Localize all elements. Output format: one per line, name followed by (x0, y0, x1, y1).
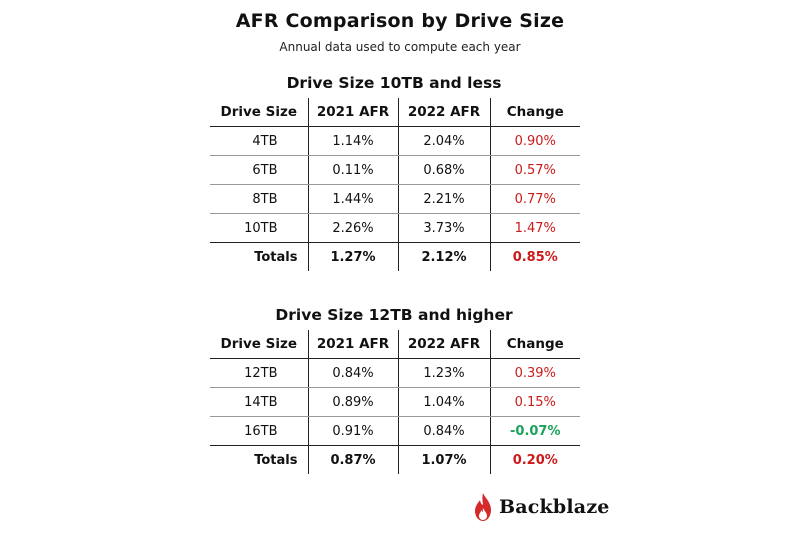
totals-row: Totals 1.27% 2.12% 0.85% (210, 242, 580, 271)
table-2-title: Drive Size 12TB and higher (275, 306, 513, 324)
afr-2022-cell: 3.73% (397, 213, 490, 243)
drive-size-cell: 14TB (210, 387, 308, 417)
column-header-2022-afr: 2022 AFR (397, 330, 490, 359)
table-row: 10TB 2.26% 3.73% 1.47% (210, 213, 580, 243)
afr-2021-cell: 1.44% (307, 184, 398, 214)
backblaze-logo: Backblaze (472, 492, 610, 522)
totals-afr-2021: 0.87% (307, 445, 398, 474)
afr-2021-cell: 2.26% (307, 213, 398, 243)
drive-size-cell: 10TB (244, 220, 278, 236)
change-cell: 0.90% (489, 126, 580, 156)
afr-2022-cell: 1.04% (397, 387, 490, 417)
afr-2021-cell: 0.91% (307, 416, 398, 446)
change-cell: 0.39% (489, 358, 580, 388)
totals-row: Totals 0.87% 1.07% 0.20% (210, 445, 580, 474)
page-subtitle: Annual data used to compute each year (279, 40, 521, 54)
afr-table-small-drives: Drive Size 2021 AFR 2022 AFR Change 4TB … (210, 98, 580, 271)
table-row: 4TB 1.14% 2.04% 0.90% (210, 126, 580, 156)
brand-name: Backblaze (499, 496, 610, 518)
table-1-title: Drive Size 10TB and less (286, 74, 502, 92)
afr-2022-cell: 0.84% (397, 416, 490, 446)
afr-table-large-drives: Drive Size 2021 AFR 2022 AFR Change 12TB… (210, 330, 580, 474)
change-cell: -0.07% (489, 416, 580, 446)
column-header-change: Change (489, 330, 580, 359)
column-header-2021-afr: 2021 AFR (307, 98, 398, 127)
change-cell: 0.57% (489, 155, 580, 185)
column-header-2021-afr: 2021 AFR (307, 330, 398, 359)
drive-size-cell: 12TB (210, 358, 308, 388)
change-cell: 1.47% (489, 213, 580, 243)
column-header-drive-size: Drive Size (210, 98, 308, 127)
afr-2022-cell: 1.23% (397, 358, 490, 388)
drive-size-cell: 6TB (210, 155, 308, 185)
afr-2021-cell: 0.11% (307, 155, 398, 185)
table-row: 14TB 0.89% 1.04% 0.15% (210, 387, 580, 417)
table-row: 16TB 0.91% 0.84% -0.07% (210, 416, 580, 446)
totals-label: Totals (210, 445, 308, 474)
column-header-drive-size: Drive Size (210, 330, 308, 359)
afr-2021-cell: 0.89% (307, 387, 398, 417)
page-title: AFR Comparison by Drive Size (235, 10, 565, 32)
table-header-row: Drive Size 2021 AFR 2022 AFR Change (210, 98, 580, 127)
table-row: 8TB 1.44% 2.21% 0.77% (210, 184, 580, 214)
afr-2021-cell: 0.84% (307, 358, 398, 388)
totals-change: 0.85% (489, 242, 580, 271)
column-header-2022-afr: 2022 AFR (397, 98, 490, 127)
afr-2022-cell: 2.21% (397, 184, 490, 214)
afr-2022-cell: 2.04% (397, 126, 490, 156)
table-row: 12TB 0.84% 1.23% 0.39% (210, 358, 580, 388)
afr-2021-cell: 1.14% (307, 126, 398, 156)
change-cell: 0.15% (489, 387, 580, 417)
totals-change: 0.20% (489, 445, 580, 474)
drive-size-cell: 4TB (210, 126, 308, 156)
table-row: 6TB 0.11% 0.68% 0.57% (210, 155, 580, 185)
drive-size-cell: 8TB (210, 184, 308, 214)
drive-size-cell: 16TB (244, 423, 278, 439)
totals-label: Totals (210, 242, 308, 271)
afr-2022-cell: 0.68% (397, 155, 490, 185)
change-cell: 0.77% (489, 184, 580, 214)
column-header-change: Change (489, 98, 580, 127)
totals-afr-2021: 1.27% (307, 242, 398, 271)
flame-icon (475, 493, 491, 521)
table-header-row: Drive Size 2021 AFR 2022 AFR Change (210, 330, 580, 359)
totals-afr-2022: 1.07% (397, 445, 490, 474)
totals-afr-2022: 2.12% (397, 242, 490, 271)
